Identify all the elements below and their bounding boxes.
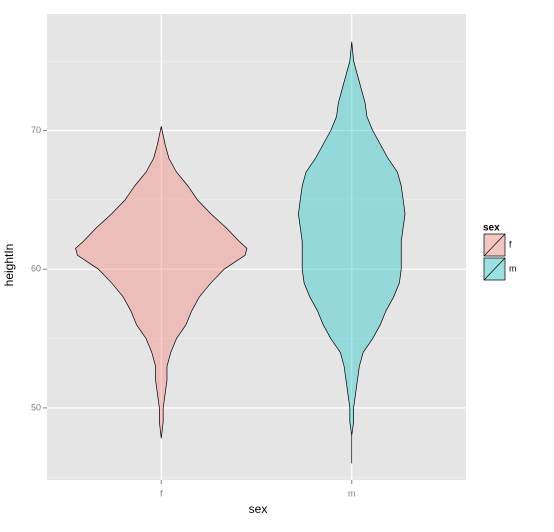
grid (47, 14, 466, 480)
legend: fm (482, 232, 517, 282)
x-axis-title: sex (249, 502, 268, 516)
x-tick-label: f (160, 488, 163, 498)
legend-label: f (509, 239, 512, 249)
legend-label: m (509, 263, 517, 273)
x-tick-label: m (348, 488, 356, 498)
y-tick-label: 50 (31, 402, 41, 412)
y-tick-label: 60 (31, 264, 41, 274)
y-tick-label: 70 (31, 125, 41, 135)
legend-title: sex (483, 223, 500, 234)
y-axis-title: heightIn (2, 244, 16, 287)
violins (75, 41, 406, 464)
legend-key-line (483, 233, 506, 257)
violin (298, 41, 406, 464)
legend-key-line (483, 257, 506, 281)
plot-panel (47, 14, 466, 480)
violin (75, 126, 248, 439)
